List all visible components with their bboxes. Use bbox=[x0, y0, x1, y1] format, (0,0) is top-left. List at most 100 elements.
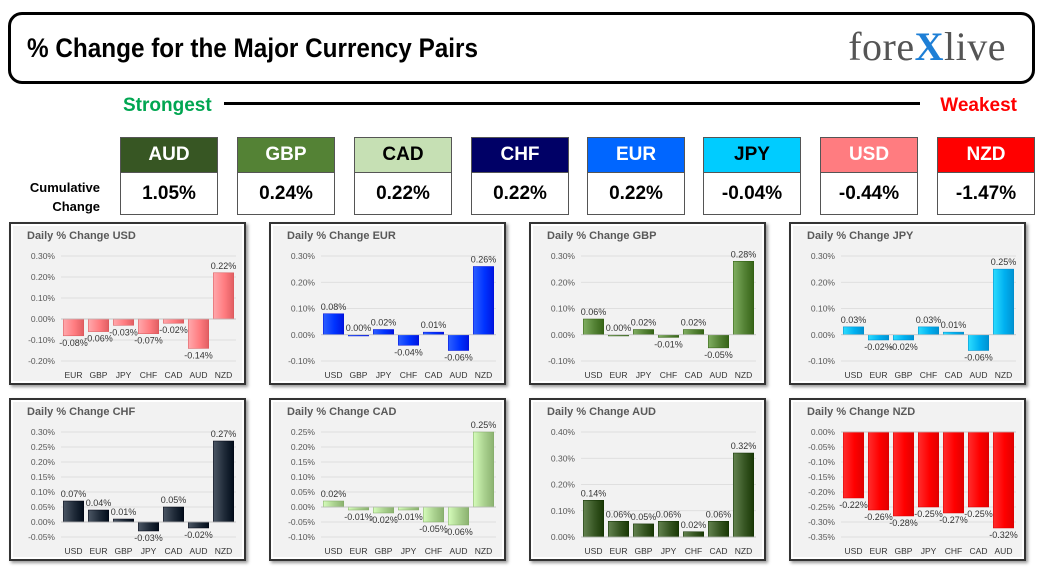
currency-rank-jpy: JPY -0.04% bbox=[703, 137, 801, 215]
currency-rank-eur: EUR 0.22% bbox=[587, 137, 685, 215]
bar-usd bbox=[583, 318, 604, 335]
bar-jpy bbox=[138, 521, 159, 532]
y-tick-label: 0.10% bbox=[811, 304, 836, 314]
x-tick-label: AUD bbox=[450, 370, 468, 380]
data-label: 0.00% bbox=[606, 323, 632, 333]
chart-title: Daily % Change CAD bbox=[287, 406, 397, 418]
x-tick-label: CHF bbox=[685, 546, 702, 556]
data-label: 0.06% bbox=[706, 509, 732, 519]
bar-gbp bbox=[113, 518, 134, 523]
chart-panel-4: -0.10% 0.00% 0.10% 0.20% 0.30% 0.03% USD -0.02%… bbox=[789, 222, 1026, 385]
bar-cad bbox=[163, 506, 184, 523]
bar-aud bbox=[448, 334, 469, 351]
y-tick-label: -0.10% bbox=[808, 356, 835, 366]
y-tick-label: 0.10% bbox=[291, 472, 316, 482]
data-label: -0.05% bbox=[419, 524, 448, 534]
y-tick-label: 0.00% bbox=[31, 314, 56, 324]
bar-chf bbox=[398, 334, 419, 346]
bar-cad bbox=[683, 329, 704, 335]
chart-title: Daily % Change GBP bbox=[547, 230, 657, 242]
bar-usd bbox=[323, 313, 344, 335]
bar-gbp bbox=[893, 431, 914, 517]
chart-background: 0.00% 0.10% 0.20% 0.30% 0.40% 0.14% USD 0.06% EU… bbox=[533, 402, 762, 557]
bar-jpy bbox=[373, 329, 394, 335]
chart-svg: -0.35% -0.30% -0.25% -0.20% -0.15% -0.10% -0.0… bbox=[808, 427, 1018, 556]
chart-svg: -0.20% -0.10% 0.00% 0.10% 0.20% 0.30% -0.08% EU… bbox=[28, 251, 236, 380]
bar-eur bbox=[88, 509, 109, 523]
forexlive-logo: foreXlive bbox=[848, 23, 1006, 70]
x-tick-label: CAD bbox=[945, 370, 963, 380]
x-tick-label: NZD bbox=[475, 370, 492, 380]
data-label: 0.01% bbox=[421, 320, 447, 330]
bar-gbp bbox=[88, 318, 109, 332]
y-tick-label: 0.40% bbox=[551, 427, 576, 437]
data-label: -0.06% bbox=[964, 353, 993, 363]
chart-svg: -0.10% 0.00% 0.10% 0.20% 0.30% 0.03% USD -0.02%… bbox=[808, 251, 1016, 380]
x-tick-label: GBP bbox=[90, 370, 108, 380]
chart-panel-7: 0.00% 0.10% 0.20% 0.30% 0.40% 0.14% USD 0.06% EU… bbox=[529, 398, 766, 561]
chart-title: Daily % Change NZD bbox=[807, 406, 916, 418]
bar-nzd bbox=[473, 431, 494, 508]
data-label: -0.07% bbox=[134, 336, 163, 346]
x-tick-label: GBP bbox=[350, 370, 368, 380]
y-tick-label: 0.10% bbox=[291, 304, 316, 314]
data-label: -0.02% bbox=[864, 342, 893, 352]
data-label: 0.02% bbox=[681, 520, 707, 530]
x-tick-label: GBP bbox=[115, 546, 133, 556]
chart-title: Daily % Change JPY bbox=[807, 230, 914, 242]
data-label: 0.25% bbox=[471, 420, 497, 430]
bar-aud bbox=[188, 318, 209, 349]
x-tick-label: CAD bbox=[970, 546, 988, 556]
currency-code: JPY bbox=[703, 137, 801, 173]
data-label: -0.25% bbox=[964, 509, 993, 519]
chart-panel-3: -0.10% 0.00% 0.10% 0.20% 0.30% 0.06% USD 0.00% E… bbox=[529, 222, 766, 385]
y-tick-label: 0.00% bbox=[291, 330, 316, 340]
bar-usd bbox=[63, 500, 84, 523]
x-tick-label: EUR bbox=[610, 546, 628, 556]
bar-usd bbox=[843, 431, 864, 499]
data-label: -0.14% bbox=[184, 350, 213, 360]
y-tick-label: 0.00% bbox=[811, 427, 836, 437]
bar-nzd bbox=[993, 268, 1014, 335]
cumulative-change-value: -0.04% bbox=[703, 173, 801, 215]
bar-aud bbox=[993, 431, 1014, 529]
data-label: 0.06% bbox=[581, 307, 607, 317]
data-label: -0.08% bbox=[59, 338, 88, 348]
data-label: -0.05% bbox=[704, 350, 733, 360]
y-tick-label: 0.00% bbox=[811, 330, 836, 340]
y-tick-label: -0.10% bbox=[548, 356, 575, 366]
weakest-label: Weakest bbox=[940, 95, 1017, 116]
chart-panel-1: -0.20% -0.10% 0.00% 0.10% 0.20% 0.30% -0.08% EU… bbox=[9, 222, 246, 385]
chart-background: -0.10% 0.00% 0.10% 0.20% 0.30% 0.08% USD 0.00% G… bbox=[273, 226, 502, 381]
y-tick-label: 0.25% bbox=[31, 442, 56, 452]
y-tick-label: -0.05% bbox=[808, 442, 835, 452]
y-tick-label: 0.15% bbox=[291, 457, 316, 467]
chart-panel-2: -0.10% 0.00% 0.10% 0.20% 0.30% 0.08% USD 0.00% G… bbox=[269, 222, 506, 385]
y-tick-label: 0.20% bbox=[291, 442, 316, 452]
cumulative-change-value: -1.47% bbox=[937, 173, 1035, 215]
data-label: -0.27% bbox=[939, 515, 968, 525]
x-tick-label: AUD bbox=[190, 370, 208, 380]
currency-code: USD bbox=[820, 137, 918, 173]
chart-background: -0.35% -0.30% -0.25% -0.20% -0.15% -0.10% -0.0… bbox=[793, 402, 1022, 557]
y-tick-label: 0.00% bbox=[551, 532, 576, 542]
x-tick-label: CHF bbox=[945, 546, 962, 556]
x-tick-label: USD bbox=[65, 546, 83, 556]
y-tick-label: -0.10% bbox=[288, 356, 315, 366]
currency-code: NZD bbox=[937, 137, 1035, 173]
bar-chf bbox=[943, 431, 964, 514]
x-tick-label: CHF bbox=[920, 370, 937, 380]
cumulative-change-value: 1.05% bbox=[120, 173, 218, 215]
data-label: -0.28% bbox=[889, 518, 918, 528]
y-tick-label: 0.20% bbox=[291, 277, 316, 287]
data-label: 0.07% bbox=[61, 489, 87, 499]
y-tick-label: 0.20% bbox=[551, 277, 576, 287]
data-label: 0.27% bbox=[211, 429, 237, 439]
x-tick-label: AUD bbox=[710, 370, 728, 380]
y-tick-label: -0.05% bbox=[28, 532, 55, 542]
cumulative-change-value: 0.24% bbox=[237, 173, 335, 215]
bar-jpy bbox=[113, 318, 134, 326]
chart-title: Daily % Change AUD bbox=[547, 406, 657, 418]
strength-scale-line bbox=[224, 102, 920, 105]
data-label: -0.04% bbox=[394, 347, 423, 357]
